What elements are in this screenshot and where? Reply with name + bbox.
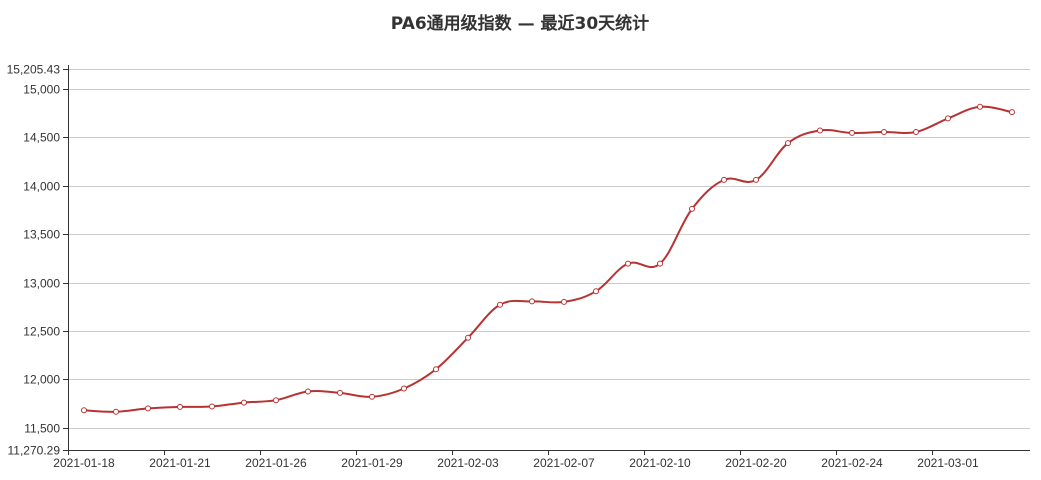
chart-title: PA6通用级指数 — 最近30天统计 bbox=[391, 13, 649, 34]
data-point[interactable] bbox=[529, 298, 535, 305]
data-point[interactable] bbox=[657, 260, 663, 267]
x-tick-label: 2021-02-03 bbox=[437, 456, 499, 470]
series-line-layer bbox=[83, 105, 1013, 413]
data-point[interactable] bbox=[913, 129, 919, 135]
x-tick-label: 2021-03-01 bbox=[917, 456, 979, 470]
data-point[interactable] bbox=[945, 115, 951, 122]
data-point[interactable] bbox=[1009, 109, 1015, 116]
x-tick-label: 2021-01-26 bbox=[245, 456, 307, 470]
data-point[interactable] bbox=[433, 366, 439, 373]
y-tick-label: 14,500 bbox=[23, 131, 60, 145]
data-point[interactable] bbox=[817, 127, 823, 134]
data-point[interactable] bbox=[977, 103, 983, 110]
data-point[interactable] bbox=[209, 403, 215, 410]
data-point[interactable] bbox=[401, 385, 407, 392]
y-tick-label: 13,000 bbox=[23, 277, 60, 291]
data-point[interactable] bbox=[721, 176, 727, 183]
y-tick-label: 13,500 bbox=[23, 228, 60, 242]
y-tick-label: 12,000 bbox=[23, 373, 60, 387]
data-point[interactable] bbox=[465, 334, 471, 341]
data-point[interactable] bbox=[273, 397, 279, 404]
data-point[interactable] bbox=[497, 301, 503, 308]
y-axis-tick-labels: 11,270.29 11,500 12,000 12,500 13,000 13,500 1… bbox=[7, 63, 61, 458]
x-tick-label: 2021-02-20 bbox=[725, 456, 787, 470]
data-point[interactable] bbox=[145, 405, 151, 412]
data-point[interactable] bbox=[785, 140, 791, 147]
data-point[interactable] bbox=[305, 388, 311, 395]
x-tick-label: 2021-01-29 bbox=[341, 456, 403, 470]
axes bbox=[63, 65, 1030, 455]
grid-lines bbox=[68, 69, 1030, 429]
data-point[interactable] bbox=[177, 403, 183, 410]
y-tick-label: 11,500 bbox=[24, 422, 60, 436]
x-tick-label: 2021-01-18 bbox=[53, 456, 115, 470]
series-line bbox=[83, 105, 1013, 413]
data-point[interactable] bbox=[561, 298, 567, 305]
x-tick-label: 2021-01-21 bbox=[149, 456, 211, 470]
data-point[interactable] bbox=[593, 288, 599, 295]
x-tick-label: 2021-02-10 bbox=[629, 456, 691, 470]
data-point[interactable] bbox=[113, 408, 119, 415]
data-point-markers bbox=[81, 103, 1015, 415]
y-tick-label: 12,500 bbox=[23, 325, 60, 339]
y-tick-label: 15,205.43 bbox=[7, 63, 61, 77]
data-point[interactable] bbox=[337, 389, 343, 396]
y-tick-label: 11,270.29 bbox=[8, 444, 61, 458]
data-point[interactable] bbox=[753, 176, 759, 183]
x-axis-tick-labels: 2021-01-18 2021-01-21 2021-01-26 2021-01-29… bbox=[53, 456, 979, 470]
data-point[interactable] bbox=[369, 393, 375, 400]
y-tick-label: 15,000 bbox=[23, 83, 60, 97]
y-tick-label: 14,000 bbox=[23, 180, 60, 194]
data-point[interactable] bbox=[881, 129, 887, 135]
data-point[interactable] bbox=[81, 407, 87, 414]
data-point[interactable] bbox=[689, 205, 695, 212]
data-point[interactable] bbox=[849, 129, 855, 136]
data-point[interactable] bbox=[241, 399, 247, 406]
data-point[interactable] bbox=[625, 260, 631, 267]
x-tick-label: 2021-02-24 bbox=[821, 456, 883, 470]
x-tick-label: 2021-02-07 bbox=[533, 456, 595, 470]
